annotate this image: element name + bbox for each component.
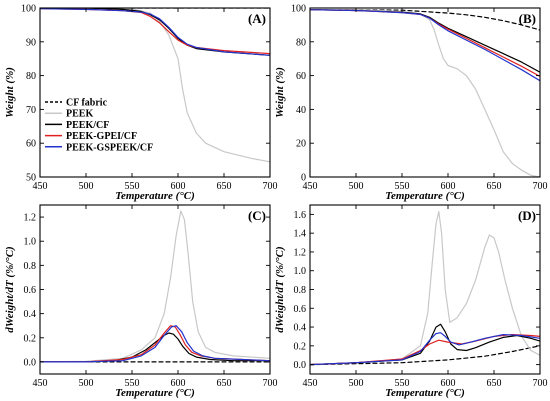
x-tick-label: 550 <box>125 181 140 192</box>
x-tick-label: 700 <box>263 181 278 192</box>
series-line-peek <box>40 210 270 363</box>
y-tick-label: 1.0 <box>294 266 307 277</box>
legend-label: CF fabric <box>66 98 108 109</box>
x-tick-label: 700 <box>263 378 278 389</box>
series-line-peek <box>310 9 540 177</box>
series-group <box>40 8 270 163</box>
series-line-peek-gspeek-cf <box>310 9 540 82</box>
panel-label: (A) <box>248 11 266 26</box>
y-tick-label: 0.8 <box>24 261 37 272</box>
y-tick-label: 0.2 <box>294 341 307 352</box>
y-tick-label: 80 <box>26 71 36 82</box>
y-tick-label: 20 <box>296 139 306 150</box>
legend: CF fabricPEEKPEEK/CFPEEK-GPEI/CFPEEK-GSP… <box>45 98 153 153</box>
series-line-peek-gspeek-cf <box>40 325 270 363</box>
y-tick-label: 0.6 <box>294 304 307 315</box>
y-tick-label: 1.2 <box>24 213 37 224</box>
y-tick-label: 0.6 <box>24 285 37 296</box>
series-line-peek-cf <box>310 323 540 366</box>
x-tick-label: 550 <box>395 378 410 389</box>
x-tick-label: 450 <box>303 378 318 389</box>
series-line-cf-fabric <box>310 9 540 31</box>
legend-label: PEEK/CF <box>66 120 109 131</box>
x-tick-label: 500 <box>349 181 364 192</box>
x-tick-label: 550 <box>395 181 410 192</box>
x-tick-label: 600 <box>171 378 186 389</box>
y-tick-label: 0.2 <box>24 333 37 344</box>
y-tick-label: 0.4 <box>294 323 307 334</box>
series-group <box>310 9 540 177</box>
x-tick-label: 650 <box>217 378 232 389</box>
panel-3: 450 500 550 600 650 700 0.0 0.2 0.4 0.6 0.8 1.0 1.2 T… <box>4 204 278 399</box>
series-line-peek-gspeek-cf <box>40 8 270 56</box>
series-line-peek-gspeek-cf <box>310 332 540 366</box>
x-tick-label: 700 <box>533 378 548 389</box>
y-tick-label: 0 <box>301 173 306 184</box>
plot-frame <box>39 204 271 375</box>
series-line-peek-gpei-cf <box>40 8 270 55</box>
series-line-peek-gpei-cf <box>310 9 540 78</box>
x-tick-label: 600 <box>441 181 456 192</box>
y-axis-title: Weight (%) <box>274 67 286 118</box>
x-tick-label: 600 <box>171 181 186 192</box>
series-group <box>40 210 270 363</box>
panel-label: (D) <box>518 208 536 223</box>
y-tick-label: 1.2 <box>294 247 307 258</box>
plot-frame <box>309 204 541 375</box>
x-tick-label: 500 <box>349 378 364 389</box>
y-tick-label: 1.4 <box>294 229 307 240</box>
series-line-peek-gpei-cf <box>310 334 540 366</box>
panel-1: 450 500 550 600 650 700 50 60 70 80 90 100 Temperatu… <box>4 4 278 203</box>
x-tick-label: 600 <box>441 378 456 389</box>
legend-label: PEEK-GSPEEK/CF <box>66 142 153 153</box>
plot-frame <box>39 7 271 178</box>
x-axis-title: Temperature (°C) <box>385 190 464 202</box>
series-line-cf-fabric <box>310 345 540 366</box>
y-tick-label: 60 <box>26 139 36 150</box>
x-tick-label: 550 <box>125 378 140 389</box>
x-axis-title: Temperature (°C) <box>115 387 194 399</box>
panel-label: (C) <box>248 208 266 223</box>
y-axis-title: Weight (%) <box>4 67 16 118</box>
y-tick-label: 0.4 <box>24 309 37 320</box>
legend-label: PEEK-GPEI/CF <box>66 131 137 142</box>
x-tick-label: 500 <box>79 378 94 389</box>
x-tick-label: 500 <box>79 181 94 192</box>
x-tick-label: 650 <box>217 181 232 192</box>
y-tick-label: 0.0 <box>294 360 307 371</box>
x-tick-label: 450 <box>33 378 48 389</box>
series-line-peek-cf <box>40 8 270 56</box>
x-tick-label: 450 <box>33 181 48 192</box>
y-tick-label: 70 <box>26 105 36 116</box>
series-line-peek <box>310 211 540 366</box>
x-axis-title: Temperature (°C) <box>385 387 464 399</box>
y-tick-label: 0.0 <box>24 357 37 368</box>
x-tick-label: 650 <box>487 181 502 192</box>
series-line-peek <box>40 8 270 163</box>
y-tick-label: 1.0 <box>24 237 37 248</box>
y-tick-label: 1.6 <box>294 210 307 221</box>
x-tick-label: 450 <box>303 181 318 192</box>
y-tick-label: 50 <box>26 173 36 184</box>
plot-frame <box>309 7 541 178</box>
y-tick-label: 0.8 <box>294 285 307 296</box>
y-tick-label: 100 <box>291 4 306 15</box>
y-axis-title: dWeight/dT (%/°C) <box>274 246 286 332</box>
y-tick-label: 100 <box>21 4 36 15</box>
legend-label: PEEK <box>66 109 93 120</box>
x-axis-title: Temperature (°C) <box>115 190 194 202</box>
panel-2: 450 500 550 600 650 700 0 20 40 60 80 100 Temperatur… <box>274 4 548 203</box>
panel-4: 450 500 550 600 650 700 0.0 0.2 0.4 0.6 0.8 1.0 1.2 1… <box>274 204 548 399</box>
y-tick-label: 40 <box>296 105 306 116</box>
x-tick-label: 700 <box>533 181 548 192</box>
x-tick-label: 650 <box>487 378 502 389</box>
panel-label: (B) <box>519 11 536 26</box>
series-line-peek-cf <box>310 9 540 73</box>
y-tick-label: 60 <box>296 71 306 82</box>
y-tick-label: 90 <box>26 37 36 48</box>
y-tick-label: 80 <box>296 37 306 48</box>
series-group <box>310 211 540 366</box>
y-axis-title: dWeight/dT (%/°C) <box>4 246 16 332</box>
